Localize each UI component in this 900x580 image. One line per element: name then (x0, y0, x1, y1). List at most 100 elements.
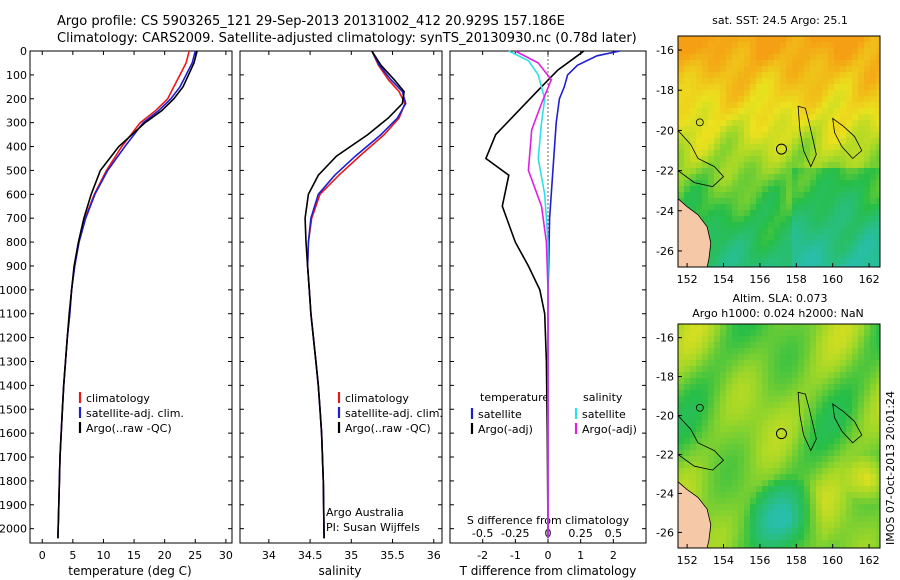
map-cell (720, 102, 727, 109)
map-cell (780, 420, 787, 427)
map-cell (774, 132, 781, 139)
map-cell (708, 444, 715, 451)
temperature-ytick-label: 1300 (0, 355, 27, 368)
map-cell (756, 516, 763, 523)
map-cell (708, 264, 715, 267)
sst-map-title: sat. SST: 24.5 Argo: 25.1 (712, 14, 848, 27)
map-cell (732, 510, 739, 517)
map-cell (744, 402, 751, 409)
map-cell (744, 510, 751, 517)
map-cell (696, 186, 703, 193)
map-cell (768, 534, 775, 541)
map-cell (846, 480, 853, 487)
map-cell (876, 540, 880, 547)
map-cell (792, 240, 799, 247)
map-cell (780, 120, 787, 127)
map-cell (816, 222, 823, 229)
map-cell (792, 450, 799, 457)
map-cell (798, 432, 805, 439)
map-cell (858, 210, 865, 217)
map-cell (708, 354, 715, 361)
map-cell (804, 414, 811, 421)
map-cell (792, 258, 799, 265)
map-cell (864, 498, 871, 505)
map-cell (780, 138, 787, 145)
map-cell (762, 120, 769, 127)
map-cell (792, 414, 799, 421)
map-cell (768, 180, 775, 187)
map-cell (840, 474, 847, 481)
temperature-ytick-label: 300 (6, 117, 27, 130)
map-cell (690, 456, 697, 463)
map-cell (816, 120, 823, 127)
map-cell (702, 324, 709, 331)
map-cell (852, 174, 859, 181)
map-cell (852, 372, 859, 379)
temperature-series-satellite-adj-clim- (57, 50, 197, 539)
map-cell (876, 528, 880, 535)
map-cell (780, 90, 787, 97)
difference-legend-temperature-label: Argo(-adj) (478, 423, 533, 436)
map-cell (690, 120, 697, 127)
salinity-x-label: salinity (318, 564, 361, 578)
map-cell (870, 108, 877, 115)
map-cell (852, 120, 859, 127)
map-cell (876, 66, 880, 73)
map-cell (816, 414, 823, 421)
map-cell (720, 366, 727, 373)
map-cell (834, 192, 841, 199)
map-cell (846, 390, 853, 397)
map-cell (852, 378, 859, 385)
map-cell (768, 414, 775, 421)
map-cell (804, 150, 811, 157)
map-cell (678, 150, 685, 157)
map-cell (870, 480, 877, 487)
map-cell (792, 78, 799, 85)
map-cell (762, 252, 769, 259)
map-cell (846, 42, 853, 49)
map-cell (678, 60, 685, 67)
map-cell (708, 534, 715, 541)
map-cell (744, 54, 751, 61)
map-cell (822, 60, 829, 67)
map-cell (762, 114, 769, 121)
map-cell (738, 498, 745, 505)
map-cell (750, 90, 757, 97)
map-cell (738, 366, 745, 373)
map-cell (768, 426, 775, 433)
map-cell (798, 438, 805, 445)
map-cell (696, 96, 703, 103)
map-cell (720, 150, 727, 157)
map-cell (774, 234, 781, 241)
map-cell (804, 180, 811, 187)
map-cell (714, 156, 721, 163)
map-cell (798, 144, 805, 151)
temperature-ytick-label: 1100 (0, 308, 27, 321)
map-cell (684, 60, 691, 67)
map-cell (714, 354, 721, 361)
map-cell (744, 210, 751, 217)
map-cell (732, 378, 739, 385)
map-cell (744, 330, 751, 337)
map-cell (714, 144, 721, 151)
map-cell (780, 198, 787, 205)
map-cell (726, 90, 733, 97)
salinity-xtick-label: 35 (344, 549, 358, 562)
map-cell (870, 354, 877, 361)
map-cell (828, 186, 835, 193)
map-cell (720, 66, 727, 73)
map-cell (876, 210, 880, 217)
temperature-xtick-label: 20 (158, 549, 172, 562)
map-cell (780, 72, 787, 79)
map-cell (720, 96, 727, 103)
map-cell (840, 138, 847, 145)
map-cell (780, 228, 787, 235)
map-cell (768, 342, 775, 349)
map-cell (762, 132, 769, 139)
map-cell (804, 486, 811, 493)
map-cell (780, 378, 787, 385)
map-cell (684, 168, 691, 175)
map-cell (732, 504, 739, 511)
temperature-ytick-label: 900 (6, 260, 27, 273)
map-cell (756, 486, 763, 493)
